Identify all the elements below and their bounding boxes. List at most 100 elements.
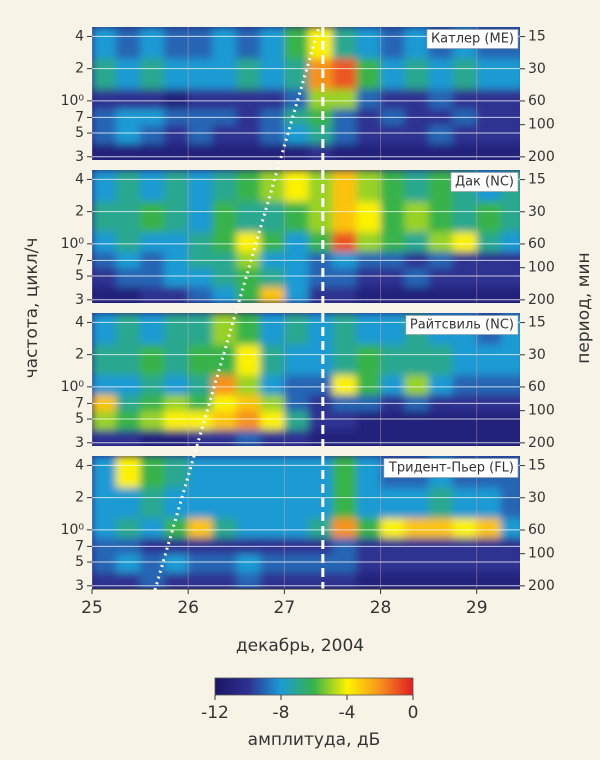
y-tick-label: 7 bbox=[75, 538, 84, 554]
heat-cell bbox=[428, 267, 454, 287]
heat-cell bbox=[380, 286, 406, 303]
heat-cell bbox=[116, 251, 141, 269]
heat-cell bbox=[164, 344, 189, 376]
heat-cell bbox=[476, 143, 502, 160]
heat-cell bbox=[356, 88, 382, 109]
heat-cell bbox=[476, 344, 502, 376]
heat-cell bbox=[260, 286, 285, 303]
colorbar-tick-label: -12 bbox=[201, 703, 229, 723]
heat-cell bbox=[308, 143, 333, 160]
heat-cell bbox=[116, 313, 141, 345]
heat-cell bbox=[404, 58, 430, 90]
heat-cell bbox=[116, 487, 141, 519]
heat-cell bbox=[428, 108, 454, 126]
heat-cell bbox=[476, 267, 502, 287]
y2-tick-label: 100 bbox=[528, 403, 555, 419]
heat-cell bbox=[92, 108, 117, 126]
heat-cell bbox=[332, 88, 357, 109]
heat-cell bbox=[188, 487, 213, 519]
heat-cell bbox=[116, 27, 141, 59]
heat-cell bbox=[284, 231, 309, 252]
heat-cell bbox=[404, 27, 430, 59]
heat-cell bbox=[308, 170, 333, 202]
heat-cell bbox=[212, 88, 237, 109]
heat-cell bbox=[476, 88, 502, 109]
heat-cell bbox=[308, 394, 333, 412]
heat-cell bbox=[500, 537, 520, 555]
y-tick-label: 3 bbox=[75, 578, 84, 594]
heat-cell bbox=[404, 394, 430, 412]
heat-cell bbox=[236, 170, 261, 202]
y2-tick-label: 100 bbox=[528, 117, 555, 133]
heat-cell bbox=[260, 88, 285, 109]
heat-cell bbox=[476, 572, 502, 589]
heat-cell bbox=[164, 251, 189, 269]
heat-cell bbox=[188, 251, 213, 269]
heat-cell bbox=[308, 201, 333, 233]
heat-cell bbox=[140, 517, 165, 538]
heat-cell bbox=[260, 143, 285, 160]
heat-cell bbox=[140, 88, 165, 109]
heat-cell bbox=[236, 267, 261, 287]
heat-cell bbox=[116, 572, 141, 589]
heat-cell bbox=[308, 374, 333, 395]
heat-cell bbox=[476, 410, 502, 430]
heat-cell bbox=[380, 572, 406, 589]
heat-cell bbox=[140, 124, 165, 144]
heat-cell bbox=[236, 286, 261, 303]
heat-cell bbox=[380, 201, 406, 233]
colorbar-tick-label: -4 bbox=[339, 703, 356, 723]
heat-cell bbox=[236, 231, 261, 252]
heat-cell bbox=[380, 231, 406, 252]
heat-cell bbox=[212, 231, 237, 252]
heat-cell bbox=[404, 410, 430, 430]
heat-cell bbox=[140, 374, 165, 395]
heat-cell bbox=[236, 124, 261, 144]
heat-cell bbox=[164, 313, 189, 345]
heat-cell bbox=[140, 143, 165, 160]
heat-cell bbox=[428, 572, 454, 589]
heat-cell bbox=[188, 124, 213, 144]
heat-cell bbox=[332, 394, 357, 412]
y2-tick-label: 30 bbox=[528, 347, 546, 363]
heat-cell bbox=[452, 374, 478, 395]
heat-cell bbox=[116, 537, 141, 555]
heat-cell bbox=[164, 231, 189, 252]
heat-cell bbox=[212, 170, 237, 202]
heat-cell bbox=[188, 374, 213, 395]
heat-cell bbox=[188, 456, 213, 488]
heat-cell bbox=[404, 251, 430, 269]
heat-cell bbox=[332, 313, 357, 345]
heat-cell bbox=[188, 537, 213, 555]
heat-cell bbox=[356, 201, 382, 233]
heat-cell bbox=[500, 231, 520, 252]
x-tick-label: 26 bbox=[177, 598, 199, 618]
heat-cell bbox=[356, 344, 382, 376]
heat-cell bbox=[452, 267, 478, 287]
heat-cell bbox=[332, 231, 357, 252]
heat-cell bbox=[500, 394, 520, 412]
heat-cell bbox=[92, 88, 117, 109]
heat-cell bbox=[164, 286, 189, 303]
heat-cell bbox=[92, 58, 117, 90]
heat-cell bbox=[452, 572, 478, 589]
heat-cell bbox=[236, 88, 261, 109]
heat-cell bbox=[332, 517, 357, 538]
heat-cell bbox=[428, 170, 454, 202]
heat-cell bbox=[380, 344, 406, 376]
heat-cell bbox=[308, 231, 333, 252]
heat-cell bbox=[500, 143, 520, 160]
heat-cell bbox=[380, 517, 406, 538]
heat-cell bbox=[140, 553, 165, 573]
heat-cell bbox=[332, 374, 357, 395]
heat-cell bbox=[236, 201, 261, 233]
heat-cell bbox=[500, 201, 520, 233]
heat-cell bbox=[404, 170, 430, 202]
heat-cell bbox=[404, 374, 430, 395]
heat-cell bbox=[404, 429, 430, 446]
y-tick-label: 7 bbox=[75, 395, 84, 411]
heat-cell bbox=[140, 108, 165, 126]
heat-cell bbox=[116, 410, 141, 430]
heat-cell bbox=[284, 58, 309, 90]
heat-cell bbox=[212, 429, 237, 446]
